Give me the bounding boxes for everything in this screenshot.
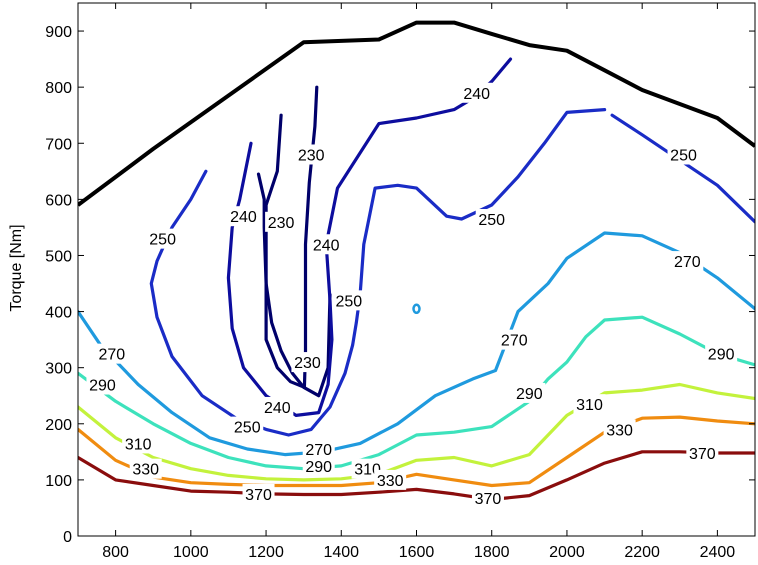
contour-label-text: 240: [264, 400, 291, 417]
contour-labels: 2302302302402402402402502502502502502702…: [86, 82, 738, 508]
contour-label-290-1: 290: [86, 374, 119, 395]
contour-label-290-3: 290: [513, 382, 546, 403]
y-tick-label: 600: [45, 192, 72, 209]
contour-label-text: 270: [501, 333, 528, 350]
contour-label-text: 240: [313, 237, 340, 254]
y-tick-label: 0: [63, 529, 72, 546]
y-tick-label: 800: [45, 80, 72, 97]
x-tick-label: 800: [102, 544, 129, 561]
spot-contour: [412, 303, 421, 315]
contour-line-330-1: [78, 415, 755, 488]
contour-label-text: 310: [576, 397, 603, 414]
contour-label-330-1: 330: [129, 458, 162, 479]
x-tick-label: 1200: [248, 544, 284, 561]
contour-label-text: 240: [230, 209, 257, 226]
contour-label-240-2: 240: [310, 234, 343, 255]
contour-label-text: 270: [305, 442, 332, 459]
y-axis-ticks: 0 100 200 300 400 500 600 700 800 900: [45, 24, 755, 546]
contour-label-330-3: 330: [603, 419, 636, 440]
contour-label-text: 290: [516, 386, 543, 403]
contour-label-240-3: 240: [261, 396, 294, 417]
max-torque-curve: [78, 20, 755, 207]
contour-label-370-3: 370: [686, 442, 719, 463]
y-tick-label: 900: [45, 24, 72, 41]
contour-line-270-1: [78, 231, 755, 457]
contour-label-330-2: 330: [374, 469, 407, 490]
contour-line-310-1: [78, 382, 755, 482]
contour-label-text: 310: [125, 436, 152, 453]
contour-line-370-1: [78, 450, 755, 502]
x-tick-label: 1000: [173, 544, 209, 561]
x-tick-label: 1800: [474, 544, 510, 561]
x-tick-label: 1600: [399, 544, 435, 561]
contour-label-text: 370: [689, 446, 716, 463]
contour-label-270-1: 270: [95, 343, 128, 364]
contour-line-230-1: [256, 172, 332, 398]
contour-label-text: 370: [475, 491, 502, 508]
x-axis-ticks: 800 1000 1200 1400 1600 1800 2000 2200 2400: [102, 3, 735, 561]
contour-label-text: 290: [708, 347, 735, 364]
x-tick-label: 2200: [624, 544, 660, 561]
contour-label-250-4: 250: [475, 209, 508, 230]
contour-label-text: 330: [132, 462, 159, 479]
contour-label-text: 230: [294, 355, 321, 372]
contour-label-text: 250: [335, 293, 362, 310]
contour-label-270-2: 270: [302, 439, 335, 460]
contour-label-text: 370: [245, 487, 272, 504]
y-tick-label: 700: [45, 136, 72, 153]
contour-label-370-2: 370: [471, 487, 504, 508]
contour-label-270-4: 270: [671, 251, 704, 272]
contour-label-text: 250: [234, 420, 261, 437]
contour-label-270-3: 270: [498, 329, 531, 350]
plot-area: [78, 20, 755, 502]
contour-line-240-1: [226, 57, 513, 417]
x-tick-label: 1400: [323, 544, 359, 561]
y-tick-label: 100: [45, 473, 72, 490]
contour-label-240-1: 240: [227, 206, 260, 227]
contour-label-230-3: 230: [291, 352, 324, 373]
contour-label-290-2: 290: [302, 455, 335, 476]
contour-label-text: 290: [89, 378, 116, 395]
contour-label-230-1: 230: [265, 211, 298, 232]
y-tick-label: 200: [45, 417, 72, 434]
y-axis-label: Torque [Nm]: [8, 224, 25, 311]
contour-label-text: 250: [478, 212, 505, 229]
contour-label-310-1: 310: [122, 433, 155, 454]
contour-label-text: 330: [377, 473, 404, 490]
y-tick-label: 300: [45, 361, 72, 378]
contour-label-text: 250: [149, 232, 176, 249]
contour-label-250-3: 250: [231, 416, 264, 437]
contour-line-230-2: [264, 85, 319, 389]
contour-label-230-2: 230: [295, 144, 328, 165]
contour-label-text: 230: [298, 147, 325, 164]
contour-label-240-4: 240: [460, 82, 493, 103]
contour-label-370-1: 370: [242, 483, 275, 504]
contour-label-250-1: 250: [146, 228, 179, 249]
contour-label-text: 270: [674, 254, 701, 271]
contour-label-290-4: 290: [705, 343, 738, 364]
contour-label-text: 240: [463, 86, 490, 103]
contour-label-text: 330: [606, 422, 633, 439]
y-tick-label: 500: [45, 248, 72, 265]
contour-label-text: 270: [98, 347, 125, 364]
contour-line-290-1: [78, 315, 755, 471]
x-tick-label: 2400: [700, 544, 736, 561]
contour-label-310-3: 310: [573, 394, 606, 415]
contour-label-250-5: 250: [667, 144, 700, 165]
y-tick-label: 400: [45, 305, 72, 322]
contour-label-text: 290: [305, 459, 332, 476]
contour-label-text: 230: [268, 215, 295, 232]
x-tick-label: 2000: [549, 544, 585, 561]
contour-label-text: 250: [670, 147, 697, 164]
contour-label-250-2: 250: [332, 290, 365, 311]
